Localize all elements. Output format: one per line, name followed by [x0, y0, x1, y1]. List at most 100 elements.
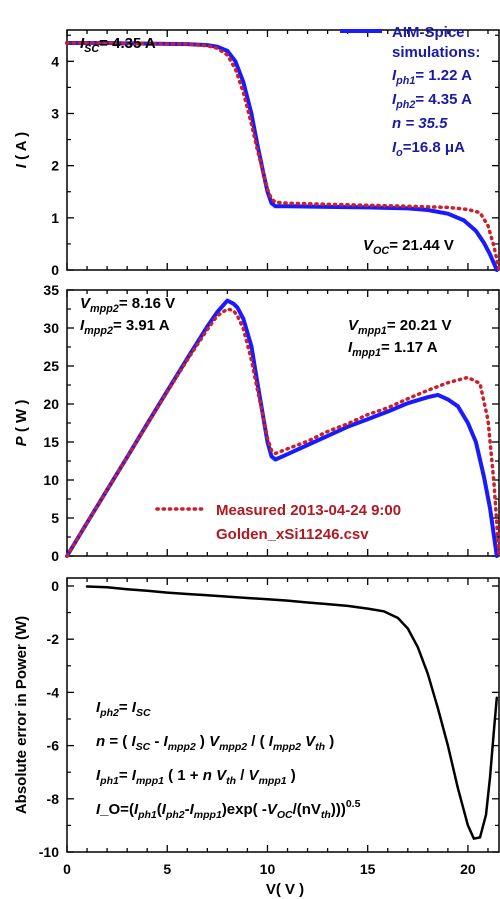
formula-line-text: n	[203, 767, 212, 784]
param-label: Iph1= 1.22 A	[392, 67, 472, 87]
param-label: Io=16.8 μA	[392, 139, 465, 159]
vmpp2-label: Vmpp2= 8.16 V	[80, 295, 175, 315]
formula-line-sub: OC	[277, 809, 293, 821]
param-label-subscript: ph2	[395, 99, 415, 111]
legend-simulated-label: AIM-Spice	[392, 24, 465, 41]
formula-line-text: /	[236, 767, 249, 784]
formula-line-text: / (	[247, 733, 269, 750]
formula-line-text: I	[164, 733, 169, 750]
voc-label-subscript: OC	[373, 245, 389, 257]
formula-line-text: I	[96, 801, 101, 818]
formula-line-sub: SC	[136, 707, 151, 719]
formula-line-sub: th	[315, 741, 325, 753]
formula-line-sub: ph2	[165, 809, 185, 821]
plot-frame	[66, 29, 500, 271]
voc-label-value: = 21.44 V	[389, 237, 454, 254]
y-tick-label: 0	[51, 548, 59, 564]
measured-line	[65, 41, 500, 272]
formula-line-text: ( 1 +	[164, 767, 203, 784]
y-axis-label: Absolute error in Power (W)	[13, 616, 30, 814]
impp2-label-subscript: mpp2	[84, 325, 113, 337]
param-label-value: = 1.22 A	[415, 67, 472, 84]
legend-simulated-label: simulations:	[392, 44, 480, 61]
param-label-symbol: I	[392, 139, 397, 156]
formula-line-sub: mpp1	[136, 775, 164, 787]
y-tick-label: 1	[51, 210, 59, 226]
y-tick-label: -2	[47, 631, 60, 647]
y-tick-label: 2	[51, 158, 59, 174]
formula-line-text: V	[216, 767, 228, 784]
y-axis-symbol: P	[13, 435, 30, 446]
x-tick-label: 0	[63, 861, 71, 877]
y-tick-label: 4	[51, 53, 59, 69]
formula-line-text: = (	[105, 733, 131, 750]
formula-line-sub: th	[321, 809, 331, 821]
formula-line-text: =	[119, 767, 132, 784]
formula-line-sub: mpp2	[168, 741, 196, 753]
formula-line-text: V	[249, 767, 261, 784]
formula-line-text: )exp( -	[222, 801, 267, 818]
formula-line-text: I	[131, 733, 136, 750]
param-label-value: = 35.5	[401, 115, 448, 132]
y-tick-label: 5	[51, 510, 59, 526]
impp1-label-value: = 1.17 A	[381, 339, 438, 356]
formula-line-text: I	[132, 767, 137, 784]
y-tick-label: 0	[51, 578, 59, 594]
formula-line: Iph2= ISC	[96, 699, 151, 719]
formula-line-sub: mpp1	[259, 775, 287, 787]
y-tick-label: 30	[43, 320, 59, 336]
param-label: Iph2= 4.35 A	[392, 91, 472, 111]
param-label-symbol: I	[392, 67, 397, 84]
param-label-symbol: I	[392, 91, 397, 108]
formula-line: I_O=(Iph1(Iph2-Impp1)exp( -VOC/(nVth)))0…	[96, 798, 361, 821]
error-line	[85, 585, 499, 840]
formula-line-sub: mpp1	[194, 809, 222, 821]
formula-line-text: I	[269, 733, 274, 750]
formula-line-sub: ph1	[137, 809, 157, 821]
formula-line-text: I	[190, 801, 195, 818]
formula-line-text: )	[325, 733, 334, 750]
formula-line-sub: ph1	[99, 775, 119, 787]
plot-frame	[66, 577, 500, 853]
param-label-subscript: o	[396, 147, 403, 159]
y-axis-unit: ( A )	[13, 132, 30, 164]
formula-line-text: )	[287, 767, 296, 784]
vmpp1-label-symbol: V	[348, 317, 360, 334]
formula-line-text: =	[119, 699, 132, 716]
x-axis-label: V( V )	[266, 881, 304, 898]
formula-line-sub: SC	[136, 741, 151, 753]
param-label-subscript: ph1	[395, 75, 415, 87]
formula-line-text: I	[132, 699, 137, 716]
vmpp1-label-value: = 20.21 V	[387, 317, 452, 334]
param-label-value: = 4.35 A	[415, 91, 472, 108]
impp1-label: Impp1= 1.17 A	[348, 339, 438, 359]
impp2-label-symbol: I	[80, 317, 85, 334]
y-tick-label: 15	[43, 434, 59, 450]
y-axis-symbol: I	[13, 163, 30, 168]
formula-line-text: I	[162, 801, 167, 818]
x-tick-label: 5	[163, 861, 171, 877]
y-tick-label: 35	[43, 282, 59, 298]
y-tick-label: -10	[39, 844, 59, 860]
formula-line-sup: 0.5	[346, 798, 361, 810]
y-axis-label: P ( W )	[13, 400, 30, 447]
y-axis-unit: ( W )	[13, 400, 30, 437]
formula-line-text: I	[134, 801, 139, 818]
formula-line-text: I	[96, 767, 101, 784]
formula-line-text: _O=(	[99, 801, 134, 818]
impp1-label-subscript: mpp1	[352, 347, 381, 359]
voc-label-symbol: V	[363, 237, 375, 254]
formula-line-text: )	[196, 733, 209, 750]
vmpp1-label-subscript: mpp1	[358, 325, 387, 337]
y-tick-label: 20	[43, 396, 59, 412]
param-label-symbol: n	[392, 115, 401, 132]
voc-label: VOC= 21.44 V	[363, 237, 454, 257]
y-axis-label: I ( A )	[13, 132, 30, 168]
formula-line-text: V	[209, 733, 221, 750]
formula-line: Iph1= Impp1 ( 1 + n Vth / Vmpp1 )	[96, 767, 296, 787]
y-tick-label: -6	[47, 738, 60, 754]
formula-line-sub: ph2	[99, 707, 119, 719]
isc-label-value: = 4.35 A	[99, 35, 156, 52]
